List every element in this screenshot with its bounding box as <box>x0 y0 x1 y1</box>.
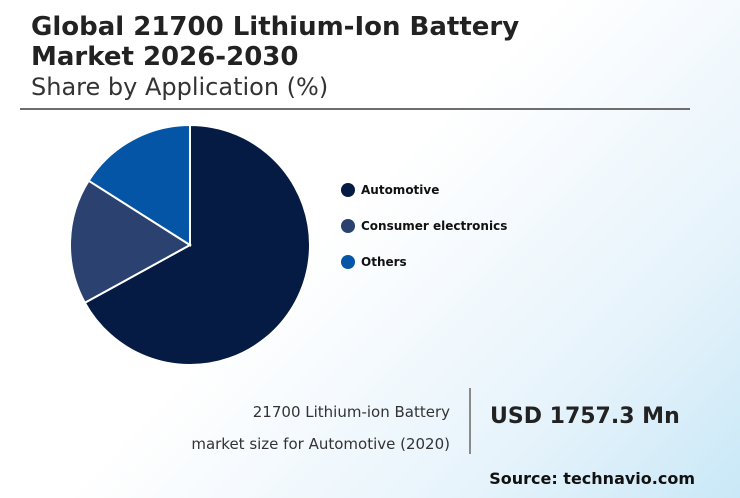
legend-label: Consumer electronics <box>361 219 508 233</box>
title-line-1: Global 21700 Lithium-Ion Battery <box>31 12 520 42</box>
legend-swatch <box>341 255 355 269</box>
pie-slice-automotive <box>83 123 311 366</box>
metric-label: 21700 Lithium-ion Battery market size fo… <box>191 396 450 460</box>
source-credit: Source: technavio.com <box>489 469 695 488</box>
pie-slice-others <box>87 123 191 247</box>
legend-swatch <box>341 219 355 233</box>
legend-item-consumer-electronics: Consumer electronics <box>341 208 507 244</box>
legend-swatch <box>341 183 355 197</box>
legend-label: Automotive <box>361 183 440 197</box>
metric-label-line-1: 21700 Lithium-ion Battery <box>252 403 450 421</box>
metric-label-line-2: market size for Automotive (2020) <box>191 435 450 453</box>
pie-slice-consumer-electronics <box>69 179 192 305</box>
title-line-2: Market 2026-2030 <box>31 42 299 72</box>
chart-subtitle: Share by Application (%) <box>31 73 329 101</box>
metric-value: USD 1757.3 Mn <box>490 404 680 429</box>
chart-title: Global 21700 Lithium-Ion Battery Market … <box>31 12 519 72</box>
metric-divider <box>469 388 471 454</box>
legend-item-others: Others <box>341 244 507 280</box>
chart-legend: Automotive Consumer electronics Others <box>341 172 507 280</box>
legend-label: Others <box>361 255 407 269</box>
legend-item-automotive: Automotive <box>341 172 507 208</box>
title-divider <box>20 108 690 110</box>
